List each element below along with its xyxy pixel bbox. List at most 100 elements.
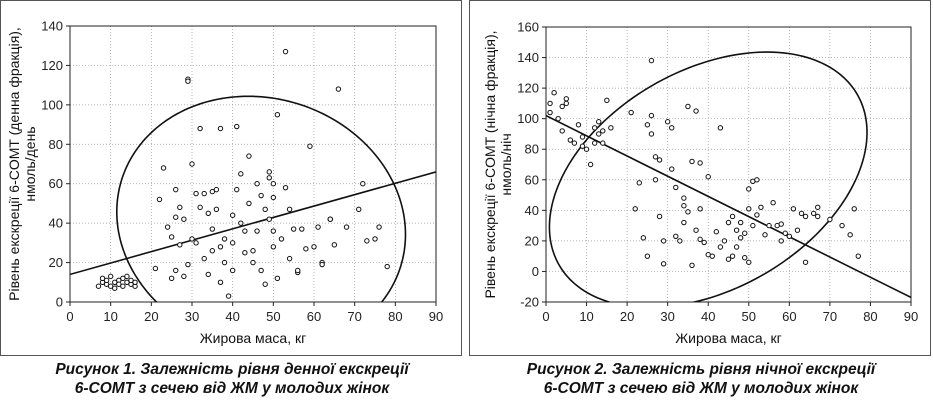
data-point bbox=[262, 281, 268, 287]
data-point bbox=[644, 253, 651, 259]
data-point bbox=[246, 153, 252, 159]
data-point bbox=[733, 227, 740, 233]
scatter-chart-2: 0 10 20 30 40 50 60 70 80 90-20020406080100120140… bbox=[482, 20, 918, 347]
data-point bbox=[229, 240, 236, 246]
data-point bbox=[604, 97, 610, 104]
x-tick-label: 40 bbox=[225, 309, 239, 324]
data-point bbox=[766, 222, 772, 229]
data-point bbox=[709, 253, 715, 259]
data-point bbox=[103, 277, 110, 284]
data-point bbox=[124, 279, 130, 285]
data-point bbox=[372, 236, 378, 242]
data-point bbox=[571, 140, 578, 146]
data-point bbox=[673, 233, 679, 240]
data-point bbox=[681, 219, 687, 226]
data-point bbox=[669, 166, 675, 172]
data-point bbox=[286, 255, 293, 262]
data-point bbox=[656, 213, 663, 220]
data-point bbox=[242, 250, 248, 256]
data-point bbox=[697, 206, 703, 212]
axes-frame bbox=[545, 26, 912, 303]
data-point bbox=[648, 57, 655, 64]
data-point bbox=[648, 131, 655, 137]
data-point bbox=[95, 283, 102, 289]
x-tick-label: 80 bbox=[388, 309, 402, 324]
data-point bbox=[238, 171, 244, 177]
data-point bbox=[705, 174, 711, 180]
data-point bbox=[360, 181, 366, 187]
data-point bbox=[258, 267, 264, 274]
data-point bbox=[282, 48, 289, 55]
data-point bbox=[319, 261, 325, 268]
x-tick-label: 70 bbox=[347, 309, 361, 324]
x-tick-label: 50 bbox=[266, 309, 280, 324]
data-point bbox=[356, 206, 362, 213]
data-point bbox=[107, 283, 114, 289]
y-tick-label: 120 bbox=[41, 58, 63, 73]
data-point bbox=[282, 184, 289, 191]
data-point bbox=[746, 259, 752, 265]
x-tick-label: 80 bbox=[863, 309, 877, 324]
data-point bbox=[335, 86, 342, 92]
data-point bbox=[274, 112, 281, 118]
x-tick-label: 50 bbox=[742, 309, 756, 324]
data-point bbox=[632, 206, 638, 212]
data-point bbox=[290, 226, 297, 232]
data-point bbox=[278, 236, 285, 242]
x-tick-label: 90 bbox=[429, 309, 443, 324]
data-point bbox=[132, 279, 138, 285]
caption-line-2: 6-COMT з сечею від ЖМ у молодих жінок bbox=[543, 380, 859, 397]
data-point bbox=[177, 204, 183, 211]
data-point bbox=[156, 196, 163, 203]
data-point bbox=[270, 194, 277, 201]
data-point bbox=[221, 259, 228, 266]
data-point bbox=[307, 143, 313, 149]
data-point bbox=[234, 123, 240, 130]
y-tick-label: 20 bbox=[525, 233, 539, 248]
caption-line-2: 6-COMT з сечею від ЖМ у молодих жінок bbox=[74, 380, 390, 397]
y-tick-label: 120 bbox=[517, 81, 539, 96]
data-point bbox=[737, 219, 744, 226]
y-tick-label: 80 bbox=[49, 137, 63, 152]
data-point bbox=[551, 89, 557, 96]
data-point bbox=[673, 184, 679, 191]
data-point bbox=[197, 204, 203, 211]
data-point bbox=[587, 161, 594, 168]
data-point bbox=[343, 224, 350, 230]
data-point bbox=[299, 226, 305, 232]
data-point bbox=[384, 263, 390, 270]
data-point bbox=[258, 192, 264, 199]
y-tick-label: 60 bbox=[525, 172, 539, 187]
data-point bbox=[315, 224, 321, 230]
plot-content bbox=[546, 51, 911, 302]
data-point bbox=[591, 140, 598, 146]
data-point bbox=[782, 230, 788, 236]
data-point bbox=[270, 181, 277, 187]
data-point bbox=[693, 227, 699, 233]
data-point bbox=[579, 134, 586, 140]
data-point bbox=[376, 224, 382, 230]
data-point bbox=[648, 112, 655, 119]
data-point bbox=[173, 214, 179, 220]
data-point bbox=[742, 230, 748, 236]
data-point bbox=[677, 238, 683, 244]
x-tick-label: 10 bbox=[579, 309, 593, 324]
y-tick-label: 100 bbox=[517, 111, 539, 126]
data-point bbox=[697, 160, 703, 166]
chart-panel-2: 0 10 20 30 40 50 60 70 80 90 -20 0 20 40 60 80 100 120 140… bbox=[469, 0, 933, 404]
data-point bbox=[685, 103, 691, 110]
data-point bbox=[193, 190, 199, 197]
plot-area bbox=[70, 26, 436, 302]
data-point bbox=[847, 232, 853, 238]
data-point bbox=[559, 128, 565, 134]
data-point bbox=[205, 210, 211, 216]
data-point bbox=[600, 140, 606, 146]
y-tick-label: 40 bbox=[525, 203, 539, 218]
data-point bbox=[286, 206, 293, 213]
data-point bbox=[266, 216, 272, 222]
data-point bbox=[660, 238, 667, 244]
data-point bbox=[274, 275, 281, 282]
x-tick-label: 90 bbox=[904, 309, 918, 324]
data-point bbox=[331, 242, 338, 248]
axes-frame bbox=[69, 25, 437, 303]
